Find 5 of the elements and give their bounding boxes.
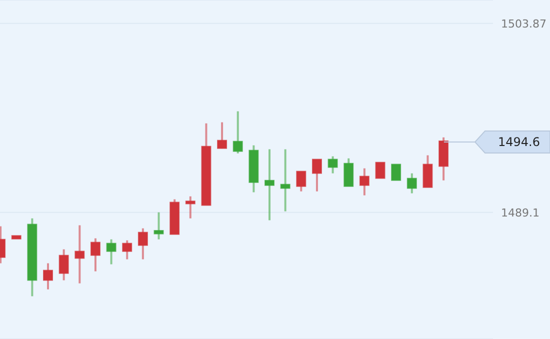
candlestick bbox=[375, 162, 386, 179]
y-tick-label: 1489.1 bbox=[501, 206, 540, 220]
y-tick-label: 1503.87 bbox=[501, 17, 546, 30]
candlestick bbox=[391, 164, 402, 181]
ref-line-label: 1494.6 bbox=[498, 134, 540, 149]
